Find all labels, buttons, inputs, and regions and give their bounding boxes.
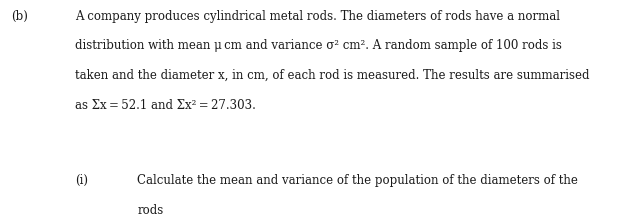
Text: taken and the diameter x, in cm, of each rod is measured. The results are summar: taken and the diameter x, in cm, of each… — [75, 69, 590, 82]
Text: (i): (i) — [75, 174, 88, 187]
Text: A company produces cylindrical metal rods. The diameters of rods have a normal: A company produces cylindrical metal rod… — [75, 10, 560, 23]
Text: (b): (b) — [11, 10, 28, 23]
Text: rods: rods — [137, 204, 163, 217]
Text: distribution with mean μ cm and variance σ² cm². A random sample of 100 rods is: distribution with mean μ cm and variance… — [75, 39, 562, 52]
Text: Calculate the mean and variance of the population of the diameters of the: Calculate the mean and variance of the p… — [137, 174, 578, 187]
Text: as Σx = 52.1 and Σx² = 27.303.: as Σx = 52.1 and Σx² = 27.303. — [75, 99, 256, 111]
